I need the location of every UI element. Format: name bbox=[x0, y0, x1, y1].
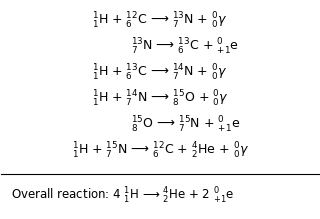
Text: $^{1}_{1}$H + $^{15}_{7}$N ⟶ $^{12}_{6}$C + $^{4}_{2}$He + $^{0}_{0}$$\gamma$: $^{1}_{1}$H + $^{15}_{7}$N ⟶ $^{12}_{6}$… bbox=[71, 141, 249, 161]
Text: $^{1}_{1}$H + $^{12}_{6}$C ⟶ $^{13}_{7}$N + $^{0}_{0}$$\gamma$: $^{1}_{1}$H + $^{12}_{6}$C ⟶ $^{13}_{7}$… bbox=[92, 11, 228, 31]
Text: $^{13}_{7}$N ⟶ $^{13}_{6}$C + $^{0}_{+1}$e: $^{13}_{7}$N ⟶ $^{13}_{6}$C + $^{0}_{+1}… bbox=[131, 37, 239, 57]
Text: $^{1}_{1}$H + $^{13}_{6}$C ⟶ $^{14}_{7}$N + $^{0}_{0}$$\gamma$: $^{1}_{1}$H + $^{13}_{6}$C ⟶ $^{14}_{7}$… bbox=[92, 63, 228, 83]
Text: Overall reaction: 4 $^{1}_{1}$H ⟶ $^{4}_{2}$He + 2 $^{0}_{+1}$e: Overall reaction: 4 $^{1}_{1}$H ⟶ $^{4}_… bbox=[11, 186, 234, 206]
Text: $^{1}_{1}$H + $^{14}_{7}$N ⟶ $^{15}_{8}$O + $^{0}_{0}$$\gamma$: $^{1}_{1}$H + $^{14}_{7}$N ⟶ $^{15}_{8}$… bbox=[92, 89, 228, 109]
Text: $^{15}_{8}$O ⟶ $^{15}_{7}$N + $^{0}_{+1}$e: $^{15}_{8}$O ⟶ $^{15}_{7}$N + $^{0}_{+1}… bbox=[131, 115, 240, 135]
